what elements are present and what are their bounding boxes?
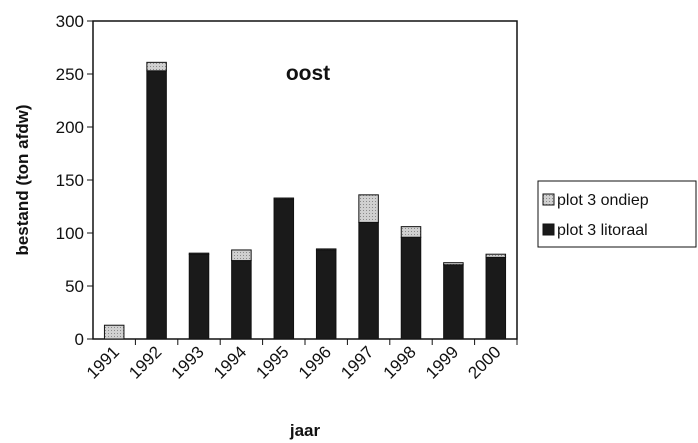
bar-litoraal-1992	[146, 70, 167, 340]
x-tick-label: 1991	[83, 342, 123, 382]
legend-label-ondiep: plot 3 ondiep	[557, 192, 649, 209]
x-tick-label: 1998	[380, 342, 420, 382]
x-tick-label: 1999	[422, 342, 462, 382]
x-tick-label: 1996	[295, 342, 335, 382]
y-tick-label: 250	[56, 65, 84, 84]
bar-ondiep-1999	[443, 262, 464, 266]
legend: plot 3 ondiep plot 3 litoraal	[537, 180, 697, 248]
bar-litoraal-1995	[273, 198, 295, 340]
bar-ondiep-1995	[273, 197, 295, 200]
legend-swatch-ondiep	[542, 193, 555, 206]
x-axis-title: jaar	[289, 421, 321, 440]
bar-ondiep-1994	[231, 249, 252, 262]
bar-ondiep-2000	[485, 253, 507, 258]
bar-litoraal-1997	[358, 221, 379, 340]
bar-litoraal-1996	[315, 249, 337, 340]
legend-box	[537, 180, 697, 248]
y-axis-title: bestand (ton afdw)	[13, 104, 32, 255]
x-axis: 1991 1992 1993 1994 1995 1996 1997 1998 1999 2000	[83, 339, 518, 383]
x-tick-label: 1997	[337, 342, 377, 382]
bar-ondiep-1992	[146, 61, 167, 72]
bar-litoraal-1993	[188, 253, 210, 340]
y-tick-label: 100	[56, 224, 84, 243]
bar-ondiep-1996	[315, 248, 337, 251]
y-axis: 0 50 100 150 200 250 300	[56, 12, 93, 349]
bar-ondiep-1991	[103, 324, 125, 340]
y-tick-label: 150	[56, 171, 84, 190]
y-tick-label: 300	[56, 12, 84, 31]
x-tick-label: 1994	[210, 342, 250, 382]
y-tick-label: 50	[65, 277, 84, 296]
y-tick-label: 200	[56, 118, 84, 137]
chart-title: oost	[286, 62, 330, 85]
x-tick-label: 1995	[252, 342, 292, 382]
x-tick-label: 2000	[464, 342, 504, 382]
bar-litoraal-2000	[485, 256, 507, 340]
x-tick-label: 1992	[125, 342, 165, 382]
bar-litoraal-1998	[400, 236, 422, 340]
bars-group	[103, 61, 507, 340]
bar-ondiep-1998	[400, 226, 422, 238]
x-tick-label: 1993	[168, 342, 208, 382]
legend-label-litoraal: plot 3 litoraal	[557, 222, 648, 239]
bar-litoraal-1994	[231, 260, 252, 340]
bar-ondiep-1997	[358, 194, 379, 223]
bar-litoraal-1999	[443, 264, 464, 340]
y-tick-label: 0	[75, 330, 84, 349]
legend-swatch-litoraal	[542, 223, 555, 236]
bar-ondiep-1993	[188, 252, 210, 255]
